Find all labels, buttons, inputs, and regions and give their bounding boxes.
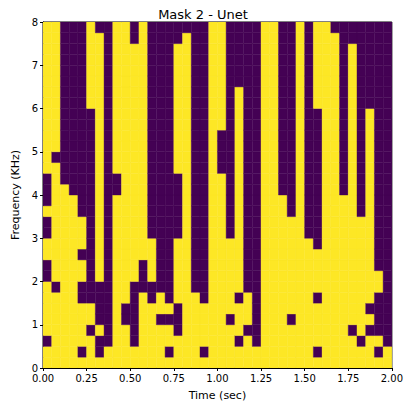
svg-text:1.75: 1.75 — [337, 373, 359, 384]
svg-text:3: 3 — [32, 233, 38, 244]
svg-text:0: 0 — [31, 362, 38, 374]
svg-text:0.25: 0.25 — [75, 373, 97, 384]
svg-text:5: 5 — [32, 146, 38, 157]
svg-text:Time (sec): Time (sec) — [188, 389, 247, 402]
svg-text:1: 1 — [32, 319, 38, 330]
svg-text:6: 6 — [32, 103, 38, 114]
svg-text:1.50: 1.50 — [294, 373, 316, 384]
svg-text:1.25: 1.25 — [250, 373, 272, 384]
svg-text:0.50: 0.50 — [119, 373, 141, 384]
svg-text:Frequency (KHz): Frequency (KHz) — [9, 150, 22, 240]
svg-text:Mask 2 - Unet: Mask 2 - Unet — [158, 7, 248, 22]
svg-text:7: 7 — [32, 60, 38, 71]
svg-text:8: 8 — [32, 17, 38, 28]
svg-text:0.75: 0.75 — [163, 373, 185, 384]
svg-text:1.00: 1.00 — [206, 373, 228, 384]
svg-text:0.00: 0.00 — [32, 373, 54, 384]
svg-text:2: 2 — [32, 276, 38, 287]
svg-text:4: 4 — [32, 190, 38, 201]
svg-text:2.00: 2.00 — [381, 373, 403, 384]
